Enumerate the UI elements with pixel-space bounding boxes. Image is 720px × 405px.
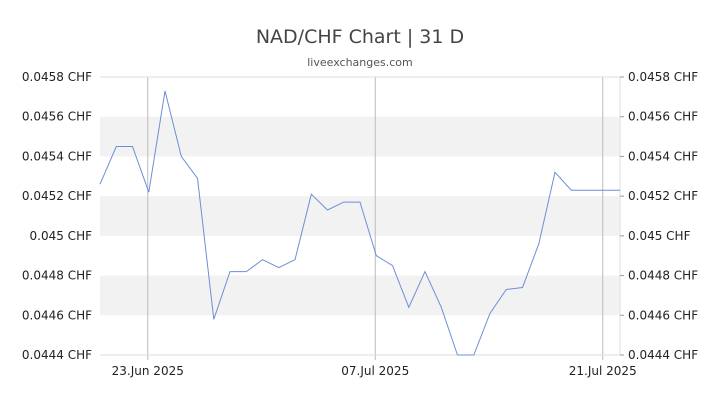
y-tick-label-right: 0.0446 CHF xyxy=(628,308,698,322)
y-tick-label-left: 0.0448 CHF xyxy=(22,269,92,283)
series-line xyxy=(99,90,620,356)
y-tick-label-left: 0.0454 CHF xyxy=(22,149,92,163)
y-tick-label-right: 0.0454 CHF xyxy=(628,149,698,163)
x-tick-label: 07.Jul 2025 xyxy=(341,364,409,378)
grid-band xyxy=(100,275,620,316)
y-axis-labels: 0.0458 CHF 0.0458 CHF 0.0456 CHF 0.0456 CHF… xyxy=(22,70,698,362)
chart-title: NAD/CHF Chart | 31 D xyxy=(255,26,465,48)
y-tick-label-right: 0.0444 CHF xyxy=(628,348,698,362)
y-tick-label-left: 0.0446 CHF xyxy=(22,308,92,322)
plot-frame xyxy=(100,76,621,356)
y-tick-label-right: 0.0456 CHF xyxy=(628,110,698,124)
chart-source: liveexchanges.com xyxy=(307,56,413,69)
x-tick-label: 23.Jun 2025 xyxy=(112,364,184,378)
x-gridlines xyxy=(147,77,604,360)
grid-band xyxy=(100,116,620,157)
y-tick-label-right: 0.0458 CHF xyxy=(628,70,698,84)
y-tick-label-left: 0.0456 CHF xyxy=(22,110,92,124)
y-tick-label-right: 0.0452 CHF xyxy=(628,189,698,203)
y-tick-label-left: 0.0458 CHF xyxy=(22,70,92,84)
series-layer xyxy=(99,90,620,356)
y-tick-label-left: 0.0452 CHF xyxy=(22,189,92,203)
y-tick-label-left: 0.0444 CHF xyxy=(22,348,92,362)
y-tick-label-right: 0.0448 CHF xyxy=(628,269,698,283)
chart-bands xyxy=(100,116,620,316)
y-tick-label-right: 0.045 CHF xyxy=(628,229,691,243)
x-tick-label: 21.Jul 2025 xyxy=(569,364,637,378)
y-tick-label-left: 0.045 CHF xyxy=(30,229,93,243)
x-axis-labels: 23.Jun 2025 07.Jul 2025 21.Jul 2025 xyxy=(112,364,637,378)
